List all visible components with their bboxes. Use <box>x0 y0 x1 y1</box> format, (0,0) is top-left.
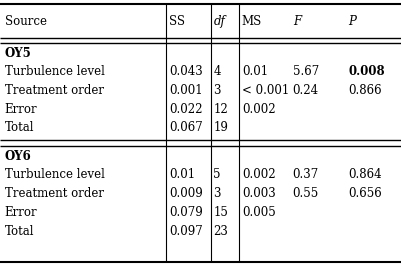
Text: 5.67: 5.67 <box>293 65 319 78</box>
Text: Turbulence level: Turbulence level <box>5 168 105 181</box>
Text: 0.097: 0.097 <box>169 225 203 238</box>
Text: 0.009: 0.009 <box>169 187 203 200</box>
Text: 0.864: 0.864 <box>348 168 382 181</box>
Text: SS: SS <box>169 15 185 28</box>
Text: Treatment order: Treatment order <box>5 84 104 97</box>
Text: 0.002: 0.002 <box>242 103 275 115</box>
Text: 0.002: 0.002 <box>242 168 275 181</box>
Text: 0.001: 0.001 <box>169 84 203 97</box>
Text: 0.01: 0.01 <box>169 168 195 181</box>
Text: 5: 5 <box>213 168 221 181</box>
Text: Treatment order: Treatment order <box>5 187 104 200</box>
Text: Error: Error <box>5 206 37 219</box>
Text: < 0.001: < 0.001 <box>242 84 289 97</box>
Text: 19: 19 <box>213 121 228 134</box>
Text: 0.067: 0.067 <box>169 121 203 134</box>
Text: Total: Total <box>5 225 34 238</box>
Text: F: F <box>293 15 301 28</box>
Text: 3: 3 <box>213 84 221 97</box>
Text: 0.008: 0.008 <box>348 65 385 78</box>
Text: 0.043: 0.043 <box>169 65 203 78</box>
Text: MS: MS <box>242 15 262 28</box>
Text: 3: 3 <box>213 187 221 200</box>
Text: 0.01: 0.01 <box>242 65 268 78</box>
Text: 15: 15 <box>213 206 228 219</box>
Text: 0.005: 0.005 <box>242 206 275 219</box>
Text: Source: Source <box>5 15 47 28</box>
Text: 0.079: 0.079 <box>169 206 203 219</box>
Text: 0.55: 0.55 <box>293 187 319 200</box>
Text: OY6: OY6 <box>5 150 32 163</box>
Text: df: df <box>213 15 225 28</box>
Text: 12: 12 <box>213 103 228 115</box>
Text: 0.24: 0.24 <box>293 84 319 97</box>
Text: 23: 23 <box>213 225 228 238</box>
Text: P: P <box>348 15 356 28</box>
Text: 0.656: 0.656 <box>348 187 382 200</box>
Text: OY5: OY5 <box>5 47 32 60</box>
Text: Error: Error <box>5 103 37 115</box>
Text: Turbulence level: Turbulence level <box>5 65 105 78</box>
Text: 0.866: 0.866 <box>348 84 382 97</box>
Text: 0.37: 0.37 <box>293 168 319 181</box>
Text: 0.022: 0.022 <box>169 103 203 115</box>
Text: 4: 4 <box>213 65 221 78</box>
Text: Total: Total <box>5 121 34 134</box>
Text: 0.003: 0.003 <box>242 187 275 200</box>
